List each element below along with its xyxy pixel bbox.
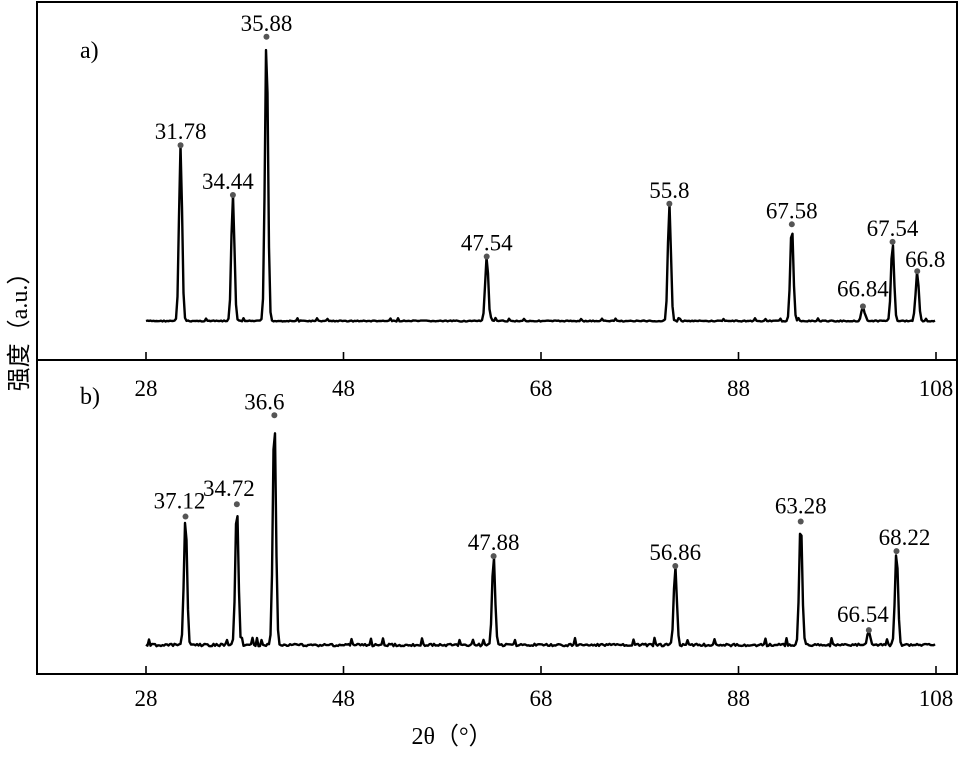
peak-label: 68.22 [879, 525, 931, 550]
peak-marker [234, 501, 240, 507]
x-tick-label: 48 [332, 686, 355, 711]
x-tick-label: 68 [530, 686, 553, 711]
xrd-trace [146, 50, 935, 321]
peak-label: 47.54 [461, 231, 513, 256]
panel-a: a) 31.78 34.44 35.88 47.54 55.8 67.58 66.84 67.5… [80, 11, 953, 401]
peak-marker [866, 627, 872, 633]
y-axis-title: 强度（a.u.） [6, 261, 33, 392]
peak-label: 67.58 [766, 198, 818, 223]
x-tick-label: 88 [727, 376, 750, 401]
peak-label: 35.88 [241, 11, 293, 36]
peak-label: 56.86 [649, 540, 701, 565]
peak-marker [798, 519, 804, 525]
x-tick-label: 88 [727, 686, 750, 711]
peak-label: 66.54 [837, 602, 889, 627]
x-tick-label: 28 [135, 686, 158, 711]
peak-label: 66.84 [837, 276, 889, 301]
peak-label: 63.28 [775, 494, 827, 519]
x-tick-label: 108 [919, 686, 954, 711]
x-tick-label: 48 [332, 376, 355, 401]
x-tick-label: 108 [919, 376, 954, 401]
plot-frame [37, 2, 957, 674]
x-axis-title: 2θ（°） [411, 724, 492, 750]
peak-marker [183, 514, 189, 520]
peak-label: 36.6 [244, 389, 284, 414]
panel-label: b) [80, 384, 100, 410]
peak-label: 37.12 [154, 489, 206, 514]
xrd-trace [146, 433, 935, 646]
peak-marker [860, 303, 866, 309]
panel-label: a) [80, 38, 99, 64]
x-tick-label: 68 [530, 376, 553, 401]
peak-label: 34.44 [202, 169, 254, 194]
peak-label: 47.88 [468, 530, 520, 555]
peak-label: 66.8 [905, 247, 945, 272]
peak-label: 67.54 [867, 216, 919, 241]
peak-label: 55.8 [649, 178, 689, 203]
peak-label: 34.72 [203, 476, 255, 501]
peak-label: 31.78 [155, 119, 207, 144]
x-tick-label: 28 [135, 376, 158, 401]
